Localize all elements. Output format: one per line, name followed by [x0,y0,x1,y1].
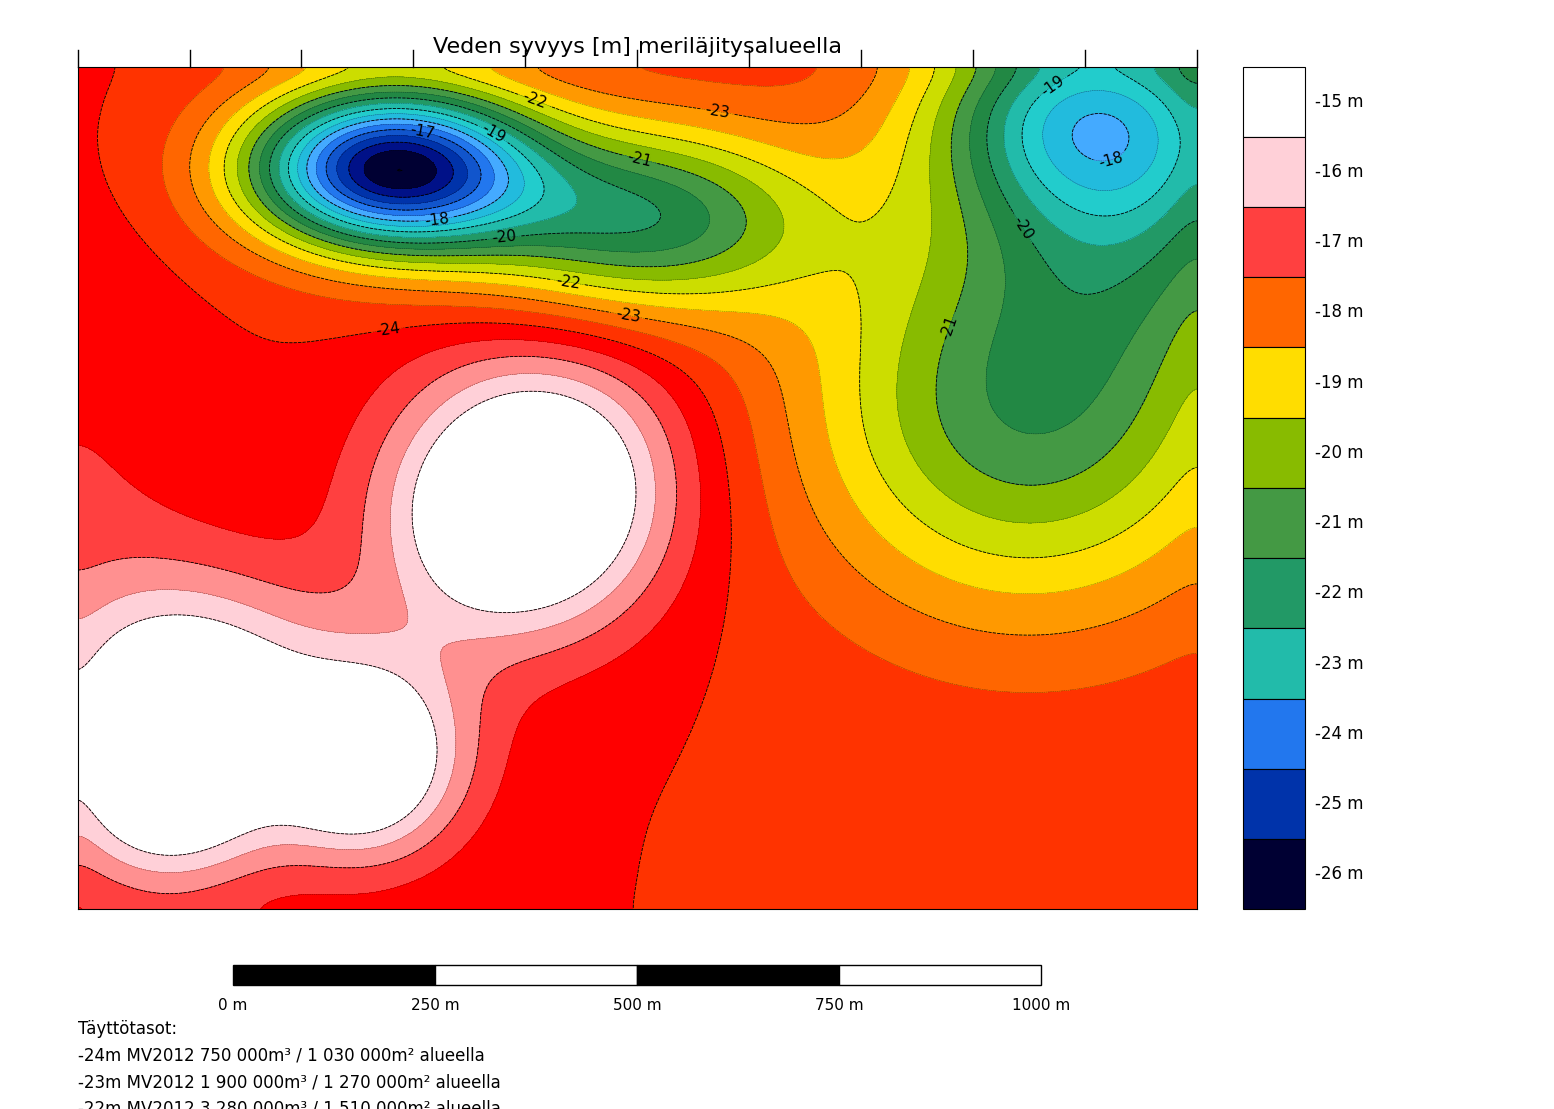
Bar [1243,558,1305,629]
Text: Täyttötasot:
-24m MV2012 750 000m³ / 1 030 000m² alueella
-23m MV2012 1 900 000m: Täyttötasot: -24m MV2012 750 000m³ / 1 0… [78,1020,500,1109]
Text: -22: -22 [555,273,581,292]
Bar [233,965,435,985]
Bar [1243,277,1305,347]
Text: -17: -17 [409,122,435,142]
Bar [839,965,1041,985]
Bar [1243,629,1305,699]
Text: -22: -22 [521,89,549,112]
Text: -26 m: -26 m [1315,865,1363,883]
Bar [1243,840,1305,909]
Text: -19 m: -19 m [1315,374,1363,391]
Text: -15 m: -15 m [1315,93,1363,111]
Text: 1000 m: 1000 m [1012,998,1071,1014]
Bar [1243,418,1305,488]
Bar [1243,207,1305,277]
Text: -18: -18 [424,211,451,228]
Text: 250 m: 250 m [410,998,460,1014]
Text: -18: -18 [1097,150,1125,171]
Text: 500 m: 500 m [612,998,662,1014]
Text: -22 m: -22 m [1315,584,1363,602]
Text: -21 m: -21 m [1315,515,1363,532]
Text: -23: -23 [704,102,730,121]
Text: -25 m: -25 m [1315,795,1363,813]
Text: -17 m: -17 m [1315,233,1363,251]
Text: -19: -19 [1038,72,1068,99]
Text: -19: -19 [479,121,508,146]
Text: -18 m: -18 m [1315,304,1363,322]
Bar [435,965,637,985]
Text: -23 m: -23 m [1315,654,1363,672]
Bar [1243,67,1305,136]
Bar [1243,347,1305,418]
Text: -20: -20 [1010,214,1037,243]
Text: -20 m: -20 m [1315,444,1363,461]
Text: 0 m: 0 m [219,998,247,1014]
Text: -21: -21 [625,149,653,170]
Text: -24 m: -24 m [1315,725,1363,743]
Bar [637,965,839,985]
Bar [1243,488,1305,558]
Text: -23: -23 [614,306,642,325]
Text: -16 m: -16 m [1315,163,1363,181]
Text: -21: -21 [939,314,960,343]
Text: 750 m: 750 m [814,998,864,1014]
Bar [1243,136,1305,207]
Bar [1243,699,1305,769]
Title: Veden syvyys [m] meriläjitysalueella: Veden syvyys [m] meriläjitysalueella [432,37,842,57]
Text: -24: -24 [375,321,401,339]
Bar [1243,769,1305,840]
Text: -20: -20 [491,228,517,246]
